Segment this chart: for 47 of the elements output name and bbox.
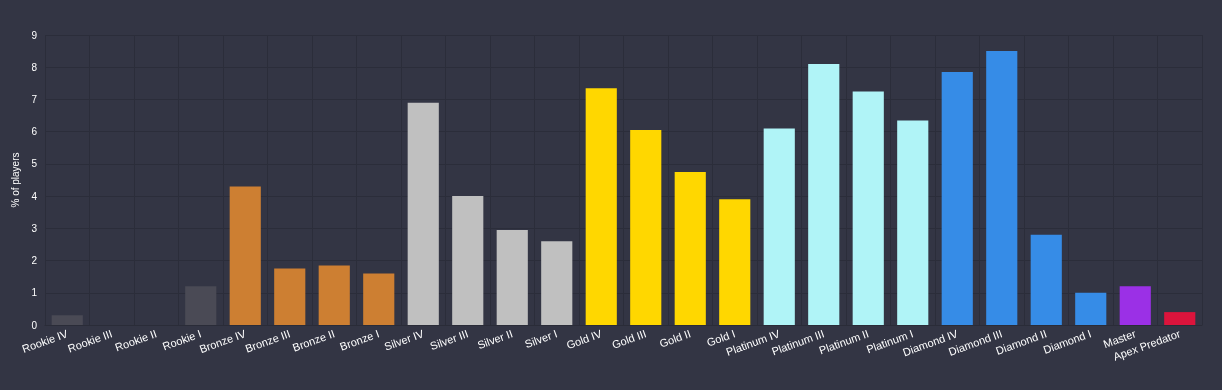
bar bbox=[941, 72, 973, 325]
x-tick-label: Gold III bbox=[610, 327, 648, 351]
bar bbox=[541, 241, 573, 325]
y-tick-label: 8 bbox=[31, 61, 38, 73]
y-axis-title: % of players bbox=[10, 152, 22, 208]
x-tick-label: Rookie III bbox=[66, 327, 114, 355]
y-tick-label: 6 bbox=[31, 126, 38, 138]
bar bbox=[1119, 286, 1151, 325]
bar bbox=[1030, 234, 1062, 325]
bar bbox=[318, 265, 350, 325]
bar bbox=[808, 64, 840, 325]
x-tick-label: Rookie II bbox=[113, 327, 159, 354]
y-tick-label: 2 bbox=[31, 255, 38, 267]
x-tick-label: Silver IV bbox=[382, 327, 426, 353]
bar bbox=[719, 199, 751, 325]
x-tick-label: Silver III bbox=[428, 327, 470, 353]
bar bbox=[897, 120, 929, 325]
y-tick-label: 1 bbox=[31, 287, 38, 299]
y-tick-label: 4 bbox=[31, 190, 38, 202]
bar bbox=[496, 229, 528, 325]
bar bbox=[852, 91, 884, 325]
bar bbox=[1075, 292, 1107, 325]
x-tick-label: Bronze I bbox=[338, 327, 381, 353]
x-tick-label: Silver I bbox=[523, 327, 559, 351]
y-tick-label: 0 bbox=[31, 319, 38, 331]
bar bbox=[229, 186, 261, 325]
y-tick-label: 5 bbox=[31, 158, 38, 170]
x-tick-label: Bronze II bbox=[290, 327, 337, 354]
bar bbox=[630, 130, 662, 325]
bar bbox=[407, 102, 439, 325]
x-tick-label: Gold IV bbox=[564, 327, 604, 352]
y-tick-label: 7 bbox=[31, 93, 38, 105]
bar bbox=[51, 315, 83, 325]
x-tick-label: Gold II bbox=[657, 327, 693, 350]
x-tick-label: Bronze III bbox=[243, 327, 292, 355]
bar bbox=[674, 171, 706, 325]
bar bbox=[274, 268, 306, 325]
y-tick-label: 3 bbox=[31, 222, 38, 234]
bar bbox=[452, 196, 484, 325]
y-tick-label: 9 bbox=[31, 29, 38, 41]
bar bbox=[185, 286, 217, 325]
bar bbox=[763, 128, 795, 325]
bar bbox=[585, 88, 617, 325]
bar bbox=[986, 51, 1018, 325]
x-tick-label: Silver II bbox=[475, 327, 515, 352]
bar bbox=[363, 273, 395, 325]
bar bbox=[1164, 312, 1196, 325]
